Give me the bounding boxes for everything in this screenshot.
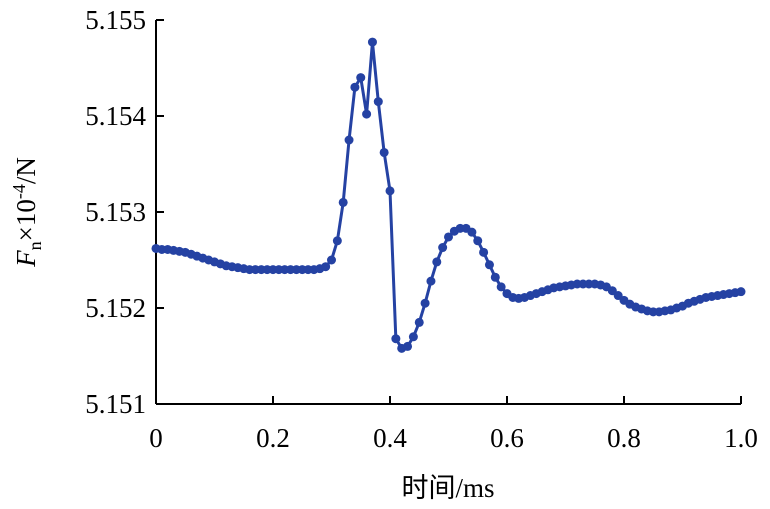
y-tick-label: 5.154 — [85, 101, 146, 131]
data-point — [496, 282, 506, 292]
x-tick-label: 0.2 — [256, 423, 290, 453]
x-tick-label: 0.6 — [490, 423, 524, 453]
x-tick-label: 0.8 — [607, 423, 641, 453]
x-axis-title: 时间/ms — [401, 473, 494, 503]
data-point — [479, 247, 489, 257]
data-point — [420, 298, 430, 308]
data-point — [338, 197, 348, 207]
data-point — [344, 135, 354, 145]
y-axis-title: Fn×10-4/N — [9, 157, 45, 268]
data-point — [403, 341, 413, 351]
y-axis-subscript: n — [25, 241, 45, 250]
y-axis-unit: /N — [11, 157, 41, 184]
data-point — [438, 243, 448, 253]
data-point — [367, 37, 377, 47]
x-tick-label: 0 — [149, 423, 163, 453]
plot-series — [151, 37, 746, 353]
data-point — [432, 257, 442, 267]
data-point — [490, 272, 500, 282]
data-point — [385, 186, 395, 196]
data-point — [373, 97, 383, 107]
y-axis: 5.151 5.152 5.153 5.154 5.155 Fn×10-4/N — [9, 5, 164, 419]
y-axis-exponent: -4 — [9, 184, 29, 199]
data-point — [484, 260, 494, 270]
data-point — [736, 287, 746, 297]
series-line — [155, 41, 742, 351]
data-point — [350, 82, 360, 92]
data-point — [321, 262, 331, 272]
data-point — [467, 227, 477, 237]
x-axis: 0 0.2 0.4 0.6 0.8 1.0 时间/ms — [149, 396, 758, 503]
y-tick-label: 5.153 — [85, 197, 146, 227]
x-tick-label: 1.0 — [724, 423, 758, 453]
data-point — [391, 334, 401, 344]
data-point — [362, 109, 372, 119]
y-tick-label: 5.155 — [85, 5, 146, 35]
y-axis-multiplier: ×10 — [11, 199, 41, 241]
data-point — [332, 236, 342, 246]
y-tick-label: 5.151 — [85, 389, 146, 419]
x-tick-label: 0.4 — [373, 423, 407, 453]
data-point — [356, 73, 366, 83]
y-axis-symbol: F — [11, 250, 41, 268]
data-point — [379, 147, 389, 157]
data-point — [327, 255, 336, 265]
data-point — [414, 317, 424, 327]
data-point — [408, 332, 418, 342]
data-point — [426, 276, 436, 286]
y-tick-label: 5.152 — [85, 293, 146, 323]
data-point — [473, 236, 483, 246]
data-point — [444, 232, 453, 242]
